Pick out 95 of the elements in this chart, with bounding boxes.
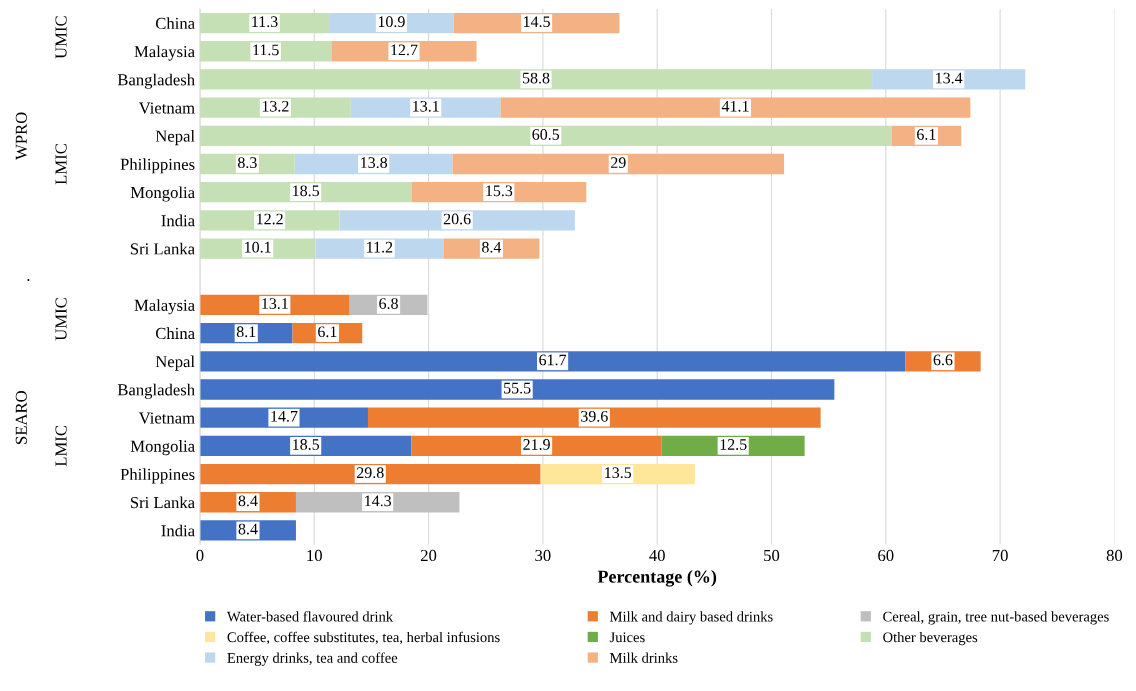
y-tick-label: India	[161, 214, 195, 227]
x-tick-label: 70	[992, 549, 1008, 562]
data-label: 6.8	[379, 298, 398, 309]
y-tick-label: China	[155, 327, 195, 340]
text: UMIC	[55, 16, 67, 59]
data-label: 6.6	[933, 354, 953, 366]
bar	[199, 125, 892, 146]
text: LMIC	[55, 144, 67, 185]
data-label: 10.1	[245, 241, 271, 253]
data-label: 18.5	[293, 185, 320, 197]
data-label: 41.1	[721, 100, 749, 112]
y-tick-label: Philippines	[120, 468, 195, 484]
x-tick-label: 30	[535, 549, 551, 562]
bar	[199, 463, 541, 485]
legend-label: Milk drinks	[609, 652, 678, 663]
y-tick-label: India	[161, 524, 195, 537]
bar	[411, 435, 662, 457]
y-tick-label: Vietnam	[138, 102, 195, 114]
data-label: 6.1	[318, 326, 337, 338]
data-label: 8.3	[238, 157, 257, 169]
data-label: 18.5	[293, 439, 320, 450]
text: LMIC	[55, 425, 67, 467]
y-tick-label: Bangladesh	[117, 73, 195, 89]
y-tick-label: Malaysia	[134, 299, 195, 315]
x-tick-label: 40	[649, 549, 665, 562]
x-tick-label: 10	[307, 549, 322, 562]
data-label: 29	[611, 157, 626, 168]
x-tick-label: 60	[878, 549, 894, 562]
x-tick-label: 20	[420, 549, 437, 562]
legend-label: Water-based flavoured drink	[226, 611, 394, 622]
data-label: 13.2	[262, 100, 289, 112]
data-label: 11.5	[253, 44, 279, 56]
text: .	[27, 279, 30, 281]
y-tick-label: Philippines	[120, 158, 195, 174]
data-label: 8.4	[238, 495, 258, 507]
bar	[350, 97, 501, 118]
x-tick-label: 0	[196, 549, 204, 562]
legend-label: Coffee, coffee substitutes, tea, herbal infusions	[227, 631, 500, 645]
data-label: 13.8	[361, 157, 388, 169]
legend-label: Energy drinks, tea and coffee	[227, 652, 398, 666]
bar	[199, 379, 835, 400]
data-label: 58.8	[522, 72, 550, 84]
x-axis-title: Percentage (%)	[597, 570, 717, 587]
y-tick-label: Nepal	[155, 355, 195, 371]
y-tick-label: Mongolia	[130, 186, 195, 202]
data-label: 55.5	[504, 382, 531, 394]
bar	[872, 69, 1026, 90]
data-label: 39.6	[581, 410, 608, 422]
text: SEARO	[15, 391, 27, 444]
y-tick-label: Vietnam	[138, 412, 195, 424]
data-label: 20.6	[443, 213, 471, 225]
y-tick-label: Sri Lanka	[130, 242, 195, 255]
x-tick-label: 80	[1106, 549, 1123, 562]
legend-label: Other beverages	[883, 631, 978, 646]
data-label: 12.7	[391, 44, 418, 56]
legend-label: Cereal, grain, tree nut-based beverages	[883, 611, 1109, 625]
data-label: 8.4	[482, 241, 502, 253]
bar	[199, 351, 906, 372]
y-tick-label: Nepal	[155, 130, 195, 146]
data-label: 12.5	[720, 439, 747, 450]
data-label: 29.8	[356, 467, 384, 479]
y-tick-label: Mongolia	[130, 440, 195, 456]
bar	[452, 153, 785, 175]
data-label: 11.3	[252, 16, 278, 28]
text: UMIC	[55, 298, 67, 341]
x-tick-label: 50	[764, 549, 780, 562]
bar	[199, 69, 873, 90]
data-label: 13.5	[605, 467, 632, 479]
bar	[339, 210, 575, 231]
data-label: 6.1	[917, 129, 936, 140]
data-label: 11.2	[367, 241, 393, 253]
legend-label: Juices	[609, 632, 645, 643]
data-label: 15.3	[486, 185, 513, 197]
bar	[500, 97, 971, 118]
data-label: 12.2	[257, 213, 283, 225]
y-tick-label: Sri Lanka	[130, 496, 195, 509]
legend-label: Milk and dairy based drinks	[609, 611, 773, 625]
data-label: 21.9	[523, 439, 550, 450]
data-label: 14.7	[271, 410, 298, 422]
data-label: 8.1	[236, 326, 256, 338]
data-label: 13.1	[262, 298, 288, 309]
data-label: 61.7	[539, 354, 567, 366]
y-tick-label: Malaysia	[134, 45, 195, 61]
y-tick-label: China	[155, 17, 195, 30]
data-label: 14.3	[365, 495, 392, 507]
data-label: 60.5	[532, 129, 560, 140]
data-label: 8.4	[238, 523, 258, 535]
data-label: 10.9	[378, 16, 405, 28]
text: WPRO	[15, 112, 27, 160]
data-label: 13.4	[936, 72, 963, 84]
data-label: 13.1	[413, 100, 439, 112]
data-label: 14.5	[524, 16, 550, 28]
bar	[367, 407, 821, 428]
bar	[199, 97, 351, 118]
y-tick-label: Bangladesh	[117, 383, 195, 399]
